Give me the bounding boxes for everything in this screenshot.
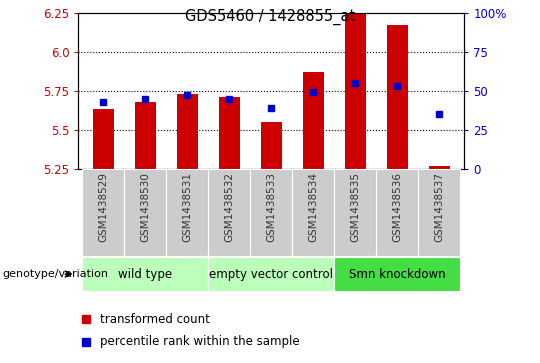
Bar	[261, 122, 282, 169]
Bar	[345, 13, 366, 169]
Bar	[166, 169, 208, 256]
Text: GDS5460 / 1428855_at: GDS5460 / 1428855_at	[185, 9, 355, 25]
Bar	[303, 72, 324, 169]
Bar	[251, 169, 292, 256]
Text: GSM1438529: GSM1438529	[98, 172, 109, 242]
Text: GSM1438535: GSM1438535	[350, 172, 360, 242]
Text: GSM1438534: GSM1438534	[308, 172, 318, 242]
Text: GSM1438536: GSM1438536	[392, 172, 402, 242]
Text: genotype/variation: genotype/variation	[3, 269, 109, 279]
Bar	[387, 25, 408, 169]
Bar	[418, 169, 460, 256]
Text: empty vector control: empty vector control	[210, 268, 333, 281]
Text: wild type: wild type	[118, 268, 172, 281]
Text: percentile rank within the sample: percentile rank within the sample	[99, 335, 299, 348]
Bar	[219, 97, 240, 169]
Bar	[208, 169, 251, 256]
Bar	[135, 102, 156, 169]
Text: Smn knockdown: Smn knockdown	[349, 268, 446, 281]
Text: GSM1438532: GSM1438532	[225, 172, 234, 242]
Bar	[208, 257, 334, 291]
Bar	[83, 257, 208, 291]
Bar	[429, 166, 450, 169]
Bar	[376, 169, 419, 256]
Bar	[93, 110, 114, 169]
Bar	[292, 169, 334, 256]
Text: GSM1438533: GSM1438533	[266, 172, 276, 242]
Bar	[83, 169, 124, 256]
Text: GSM1438530: GSM1438530	[140, 172, 151, 242]
Text: GSM1438531: GSM1438531	[183, 172, 192, 242]
Bar	[334, 257, 460, 291]
Bar	[334, 169, 376, 256]
Bar	[124, 169, 166, 256]
Text: transformed count: transformed count	[99, 313, 210, 326]
Bar	[177, 94, 198, 169]
Text: GSM1438537: GSM1438537	[434, 172, 444, 242]
